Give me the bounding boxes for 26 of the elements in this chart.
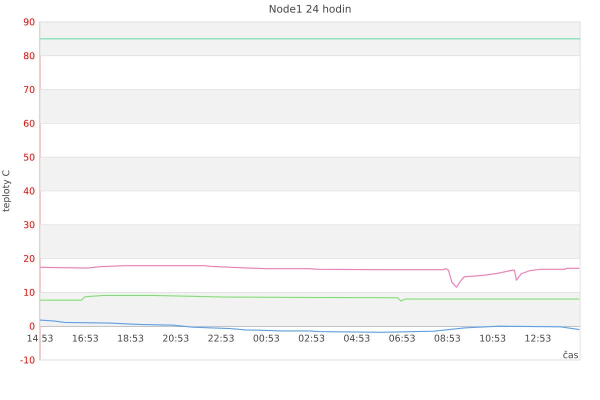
y-tick-label: 30: [24, 221, 34, 228]
x-tick-label: 04:53: [344, 334, 370, 342]
chart-title: Node1 24 hodin: [270, 4, 351, 13]
y-tick-label: 0: [30, 322, 34, 330]
x-tick-label: 06:53: [389, 334, 415, 342]
y-axis-title: teploty C: [2, 170, 12, 212]
x-tick-label: 14:53: [28, 334, 53, 342]
y-tick-label: -10: [20, 356, 34, 364]
x-tick-label: 18:53: [118, 334, 144, 342]
y-tick-label: 90: [24, 18, 34, 26]
x-tick-label: 20:53: [163, 334, 188, 342]
y-tick-label: 60: [24, 120, 34, 127]
x-tick-label: 08:53: [434, 334, 460, 342]
y-tick-label: 10: [24, 288, 34, 296]
x-tick-label: 16:53: [72, 334, 98, 342]
y-tick-label: 20: [24, 255, 34, 262]
y-tick-label: 70: [24, 86, 34, 94]
x-tick-label: 00:53: [254, 334, 279, 342]
x-tick-label: 12:53: [526, 334, 551, 342]
y-tick-label: 40: [24, 187, 34, 194]
y-tick-label: 50: [24, 154, 34, 161]
x-tick-label: 22:53: [208, 334, 234, 342]
x-tick-label: 02:53: [298, 334, 324, 342]
y-tick-label: 80: [24, 52, 34, 60]
x-tick-label: 10:53: [480, 334, 506, 342]
x-axis-title: čas: [563, 350, 578, 358]
